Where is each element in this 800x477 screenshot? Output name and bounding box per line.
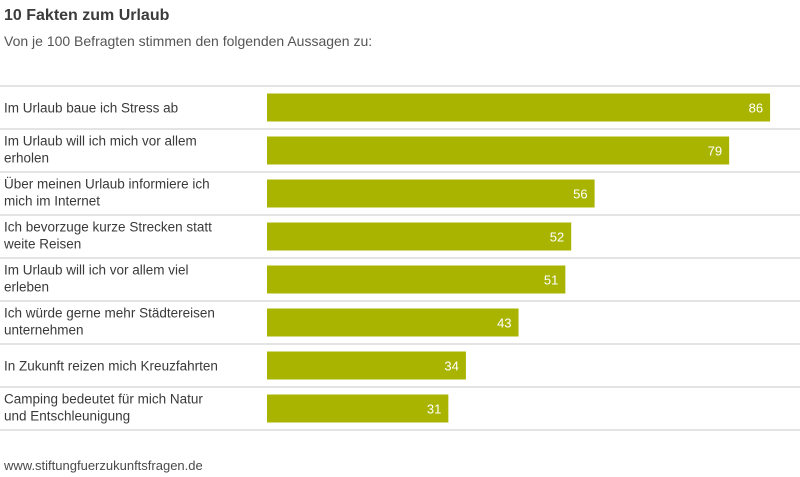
bar — [267, 93, 771, 122]
category-label: Im Urlaub will ich vor allem viel — [4, 263, 189, 278]
bar-value-label: 79 — [708, 144, 722, 159]
category-label: Ich würde gerne mehr Städtereisen — [4, 306, 215, 321]
bar — [267, 265, 566, 294]
bar-value-label: 51 — [544, 273, 558, 288]
bar-value-label: 52 — [550, 230, 564, 245]
chart-subtitle: Von je 100 Befragten stimmen den folgend… — [4, 33, 373, 49]
category-label: Im Urlaub will ich mich vor allem — [4, 134, 197, 149]
category-label: Über meinen Urlaub informiere ich — [4, 177, 210, 192]
category-label: mich im Internet — [4, 194, 100, 209]
chart-title: 10 Fakten zum Urlaub — [4, 7, 170, 24]
bar-value-label: 31 — [427, 402, 441, 417]
category-label: Camping bedeutet für mich Natur — [4, 392, 203, 407]
category-label: erleben — [4, 280, 49, 295]
bar — [267, 222, 572, 251]
bar — [267, 136, 730, 165]
bar-chart: Im Urlaub baue ich Stress ab 86 Im Urlaub … — [0, 85, 800, 431]
category-label: und Entschleunigung — [4, 409, 130, 424]
category-label: In Zukunft reizen mich Kreuzfahrten — [4, 359, 218, 374]
category-label: Ich bevorzuge kurze Strecken statt — [4, 220, 212, 235]
category-label: Im Urlaub baue ich Stress ab — [4, 101, 178, 116]
category-label: weite Reisen — [3, 237, 81, 252]
category-label: unternehmen — [4, 323, 84, 338]
category-label: erholen — [4, 151, 49, 166]
bar-value-label: 86 — [749, 101, 763, 116]
bar — [267, 394, 449, 423]
source-link[interactable]: www.stiftungfuerzukunftsfragen.de — [4, 458, 203, 473]
bar — [267, 179, 595, 208]
bar-value-label: 43 — [497, 316, 511, 331]
bar-value-label: 34 — [444, 359, 458, 374]
bar — [267, 351, 466, 380]
bar — [267, 308, 519, 337]
bar-value-label: 56 — [573, 187, 587, 202]
